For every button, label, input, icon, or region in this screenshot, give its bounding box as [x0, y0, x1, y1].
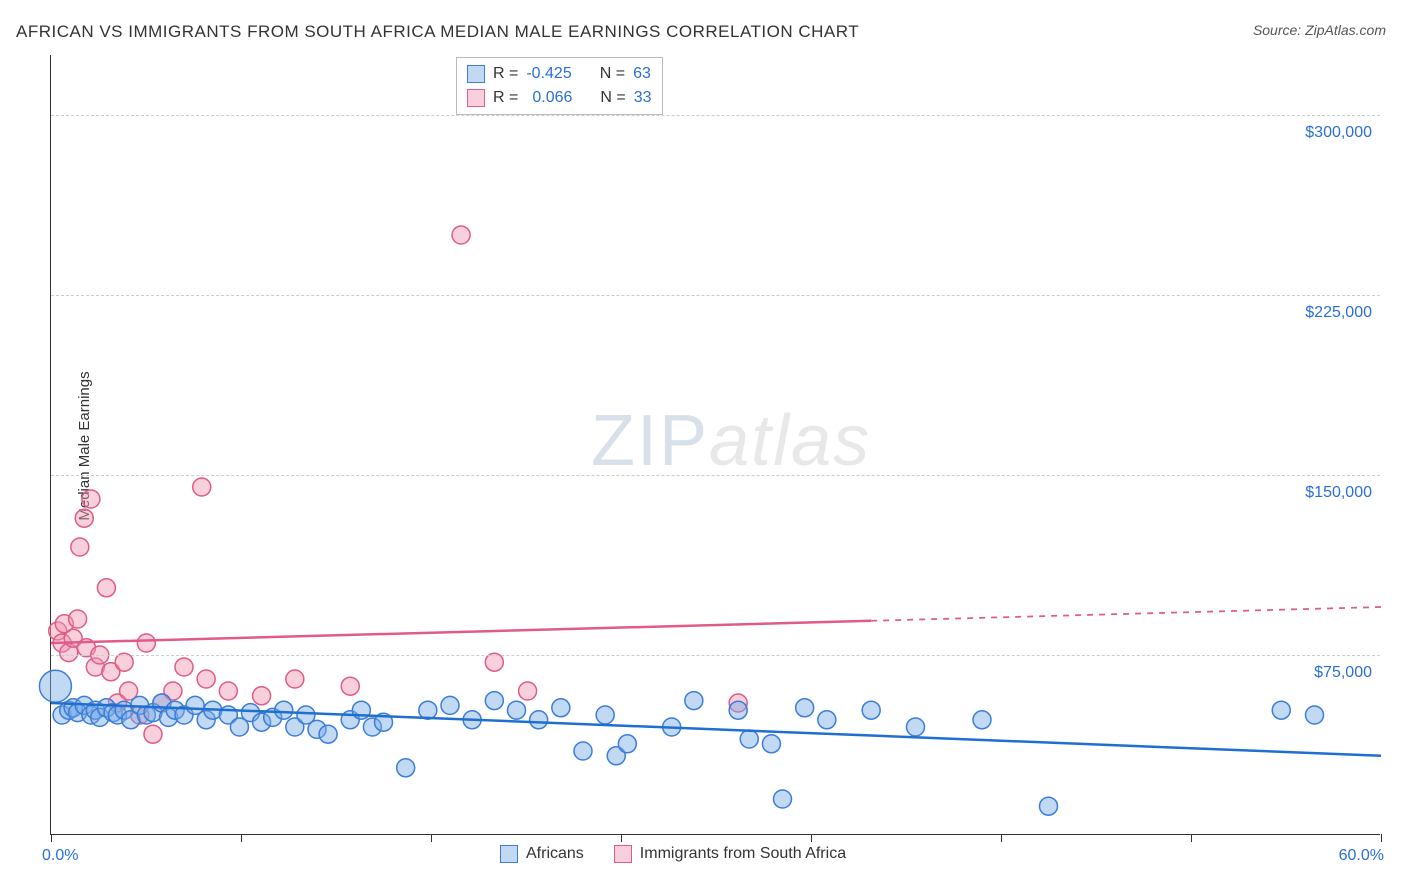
chart-svg [51, 55, 1380, 834]
y-tick-label: $300,000 [1305, 124, 1372, 142]
r-label: R = [493, 86, 518, 110]
regression-line [51, 621, 871, 643]
data-point [796, 699, 814, 717]
y-tick-label: $75,000 [1314, 664, 1372, 682]
data-point [193, 478, 211, 496]
n-value-africans: 63 [633, 62, 651, 86]
data-point [39, 670, 71, 702]
data-point [574, 742, 592, 760]
swatch-immigrants-bottom [614, 845, 632, 863]
data-point [508, 701, 526, 719]
x-tick [621, 834, 622, 842]
data-point [397, 759, 415, 777]
legend-row-africans: R = -0.425 N = 63 [467, 62, 652, 86]
gridline [51, 475, 1380, 476]
y-tick-label: $225,000 [1305, 304, 1372, 322]
swatch-africans-bottom [500, 845, 518, 863]
data-point [286, 670, 304, 688]
data-point [907, 718, 925, 736]
r-value-immigrants: 0.066 [532, 86, 572, 110]
x-tick [1001, 834, 1002, 842]
data-point [319, 725, 337, 743]
data-point [685, 692, 703, 710]
x-tick [51, 834, 52, 842]
x-tick [431, 834, 432, 842]
data-point [175, 658, 193, 676]
source-attribution: Source: ZipAtlas.com [1253, 22, 1386, 38]
regression-line [51, 703, 1381, 756]
x-tick [1381, 834, 1382, 842]
data-point [1040, 797, 1058, 815]
data-point [519, 682, 537, 700]
data-point [1306, 706, 1324, 724]
data-point [441, 696, 459, 714]
plot-area: ZIPatlas R = -0.425 N = 63 R = 0.066 N =… [50, 55, 1380, 835]
legend-label-africans: Africans [526, 845, 584, 863]
data-point [253, 687, 271, 705]
x-tick [811, 834, 812, 842]
data-point [75, 509, 93, 527]
r-value-africans: -0.425 [526, 62, 571, 86]
x-axis-min-label: 0.0% [42, 847, 78, 865]
data-point [137, 634, 155, 652]
legend-label-immigrants: Immigrants from South Africa [640, 845, 846, 863]
data-point [452, 226, 470, 244]
data-point [862, 701, 880, 719]
source-prefix: Source: [1253, 22, 1305, 38]
legend-row-immigrants: R = 0.066 N = 33 [467, 86, 652, 110]
gridline [51, 295, 1380, 296]
x-tick [241, 834, 242, 842]
data-point [818, 711, 836, 729]
n-label: N = [600, 62, 625, 86]
data-point [530, 711, 548, 729]
gridline [51, 655, 1380, 656]
n-label: N = [600, 86, 625, 110]
correlation-legend: R = -0.425 N = 63 R = 0.066 N = 33 [456, 57, 663, 115]
x-tick [1191, 834, 1192, 842]
data-point [275, 701, 293, 719]
data-point [71, 538, 89, 556]
n-value-immigrants: 33 [634, 86, 652, 110]
data-point [552, 699, 570, 717]
data-point [774, 790, 792, 808]
legend-item-africans: Africans [500, 845, 584, 863]
data-point [618, 735, 636, 753]
x-axis-max-label: 60.0% [1339, 847, 1384, 865]
legend-item-immigrants: Immigrants from South Africa [614, 845, 846, 863]
data-point [341, 677, 359, 695]
series-legend: Africans Immigrants from South Africa [500, 845, 846, 863]
data-point [973, 711, 991, 729]
y-tick-label: $150,000 [1305, 484, 1372, 502]
data-point [97, 579, 115, 597]
data-point [69, 610, 87, 628]
data-point [1272, 701, 1290, 719]
data-point [82, 490, 100, 508]
regression-line-extrapolated [871, 607, 1381, 621]
data-point [729, 701, 747, 719]
source-name: ZipAtlas.com [1305, 22, 1386, 38]
data-point [596, 706, 614, 724]
data-point [485, 692, 503, 710]
data-point [740, 730, 758, 748]
data-point [219, 682, 237, 700]
data-point [762, 735, 780, 753]
chart-title: AFRICAN VS IMMIGRANTS FROM SOUTH AFRICA … [16, 22, 859, 42]
swatch-africans [467, 65, 485, 83]
data-point [197, 670, 215, 688]
gridline [51, 115, 1380, 116]
swatch-immigrants [467, 89, 485, 107]
r-label: R = [493, 62, 518, 86]
data-point [144, 725, 162, 743]
